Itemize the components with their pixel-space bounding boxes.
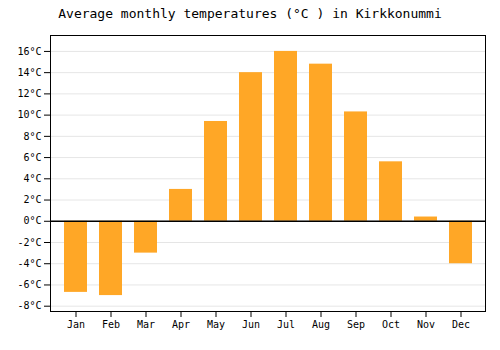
svg-text:-8°C: -8°C bbox=[17, 300, 41, 311]
svg-text:8°C: 8°C bbox=[23, 131, 41, 142]
svg-text:Mar: Mar bbox=[137, 319, 155, 330]
html-text:Average monthly temperatures (: Average monthly temperatures (°C ) in Ki… bbox=[58, 6, 442, 21]
svg-text:Oct: Oct bbox=[382, 319, 400, 330]
svg-text:10°C: 10°C bbox=[17, 109, 41, 120]
svg-text:6°C: 6°C bbox=[23, 152, 41, 163]
svg-text:Nov: Nov bbox=[417, 319, 435, 330]
svg-text:May: May bbox=[207, 319, 225, 330]
svg-text:Jun: Jun bbox=[242, 319, 260, 330]
svg-text:-6°C: -6°C bbox=[17, 279, 41, 290]
svg-text:16°C: 16°C bbox=[17, 46, 41, 57]
svg-text:Apr: Apr bbox=[172, 319, 190, 330]
svg-text:-4°C: -4°C bbox=[17, 258, 41, 269]
svg-text:-2°C: -2°C bbox=[17, 237, 41, 248]
svg-text:Dec: Dec bbox=[452, 319, 470, 330]
svg-text:0°C: 0°C bbox=[23, 215, 41, 226]
svg-text:Aug: Aug bbox=[312, 319, 330, 330]
svg-text:2°C: 2°C bbox=[23, 194, 41, 205]
svg-text:Jan: Jan bbox=[67, 319, 85, 330]
svg-text:Jul: Jul bbox=[277, 319, 295, 330]
svg-text:Sep: Sep bbox=[347, 319, 365, 330]
svg-text:Feb: Feb bbox=[102, 319, 120, 330]
svg-text:4°C: 4°C bbox=[23, 173, 41, 184]
svg-text:14°C: 14°C bbox=[17, 67, 41, 78]
svg-text:12°C: 12°C bbox=[17, 88, 41, 99]
